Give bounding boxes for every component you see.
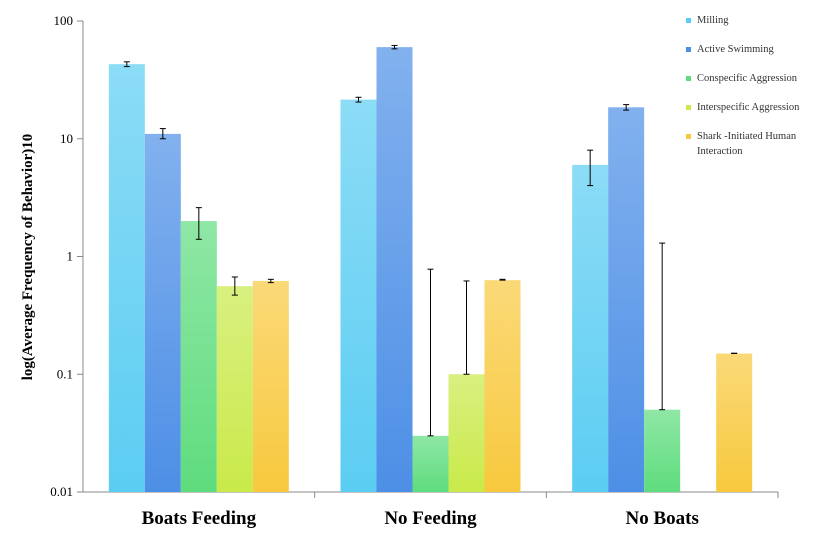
category-label: No Boats <box>625 508 698 529</box>
y-axis-label: log(Average Frequency of Behavior)10 <box>20 134 36 380</box>
bar <box>108 64 145 492</box>
bar <box>484 280 521 492</box>
legend-label-cont: Interaction <box>697 146 743 157</box>
legend-label: Active Swimming <box>697 44 774 55</box>
category-label: No Feeding <box>384 508 477 529</box>
legend-label: Milling <box>697 15 729 26</box>
y-tick-label: 0.01 <box>50 484 73 499</box>
bar <box>340 99 377 492</box>
legend-swatch <box>686 18 691 23</box>
bar <box>376 47 413 493</box>
legend-swatch <box>686 76 691 81</box>
y-tick-label: 10 <box>60 131 73 146</box>
bar <box>180 221 217 492</box>
legend: Milling Active Swimming Conspecific Aggres… <box>686 15 800 157</box>
error-bars <box>123 44 738 437</box>
legend-swatch <box>686 134 691 139</box>
tick-labels: 0.01 0.1 1 10 100 <box>50 13 73 499</box>
bar <box>216 286 253 492</box>
y-tick-label: 100 <box>54 13 74 28</box>
bar <box>252 280 289 492</box>
legend-swatch <box>686 105 691 110</box>
legend-label: Conspecific Aggression <box>697 73 798 84</box>
category-labels: Boats Feeding No Feeding No Boats <box>142 508 699 529</box>
bar <box>412 435 449 492</box>
bar <box>572 164 609 493</box>
bar <box>448 374 485 492</box>
y-tick-label: 0.1 <box>57 366 73 381</box>
bars <box>108 47 753 493</box>
y-tick-label: 1 <box>67 249 74 264</box>
legend-label: Shark -Initiated Human <box>697 131 797 142</box>
legend-swatch <box>686 47 691 52</box>
bar <box>608 107 645 492</box>
legend-label: Interspecific Aggression <box>697 102 800 113</box>
bar <box>716 353 753 492</box>
category-label: Boats Feeding <box>142 508 257 529</box>
bar <box>144 133 181 492</box>
bar <box>644 409 681 492</box>
